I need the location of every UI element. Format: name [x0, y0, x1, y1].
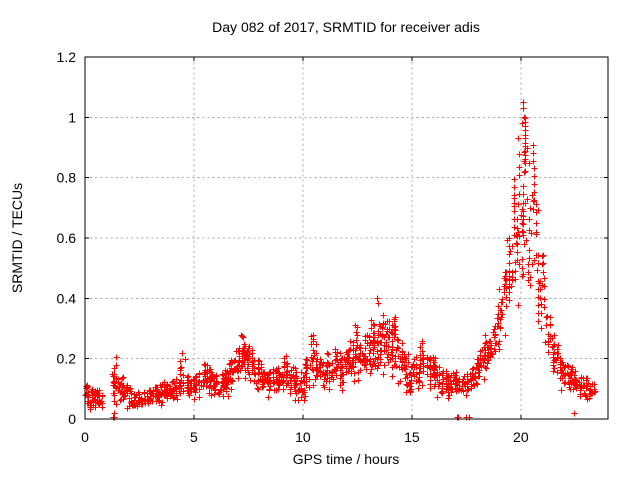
y-tick-label: 0.4 — [57, 290, 77, 306]
x-tick-label: 15 — [404, 429, 420, 445]
y-tick-label: 0.8 — [57, 170, 77, 186]
x-tick-label: 5 — [190, 429, 198, 445]
chart-title: Day 082 of 2017, SRMTID for receiver adi… — [212, 19, 480, 35]
scatter-markers — [82, 99, 599, 421]
grid-lines — [85, 57, 608, 419]
x-tick-label: 10 — [295, 429, 311, 445]
y-axis-label: SRMTID / TECUs — [9, 183, 25, 293]
x-tick-label: 20 — [513, 429, 529, 445]
y-tick-label: 1 — [68, 109, 76, 125]
y-tick-label: 0 — [68, 411, 76, 427]
y-tick-label: 0.6 — [57, 230, 77, 246]
x-tick-label: 0 — [81, 429, 89, 445]
x-axis-label: GPS time / hours — [293, 451, 400, 467]
y-tick-label: 1.2 — [57, 49, 77, 65]
axis-ticks — [84, 56, 608, 420]
axis-tick-labels: 0 5 10 15 20 0 0.2 0.4 0.6 0.8 1 1.2 — [57, 49, 529, 445]
y-tick-label: 0.2 — [57, 351, 77, 367]
